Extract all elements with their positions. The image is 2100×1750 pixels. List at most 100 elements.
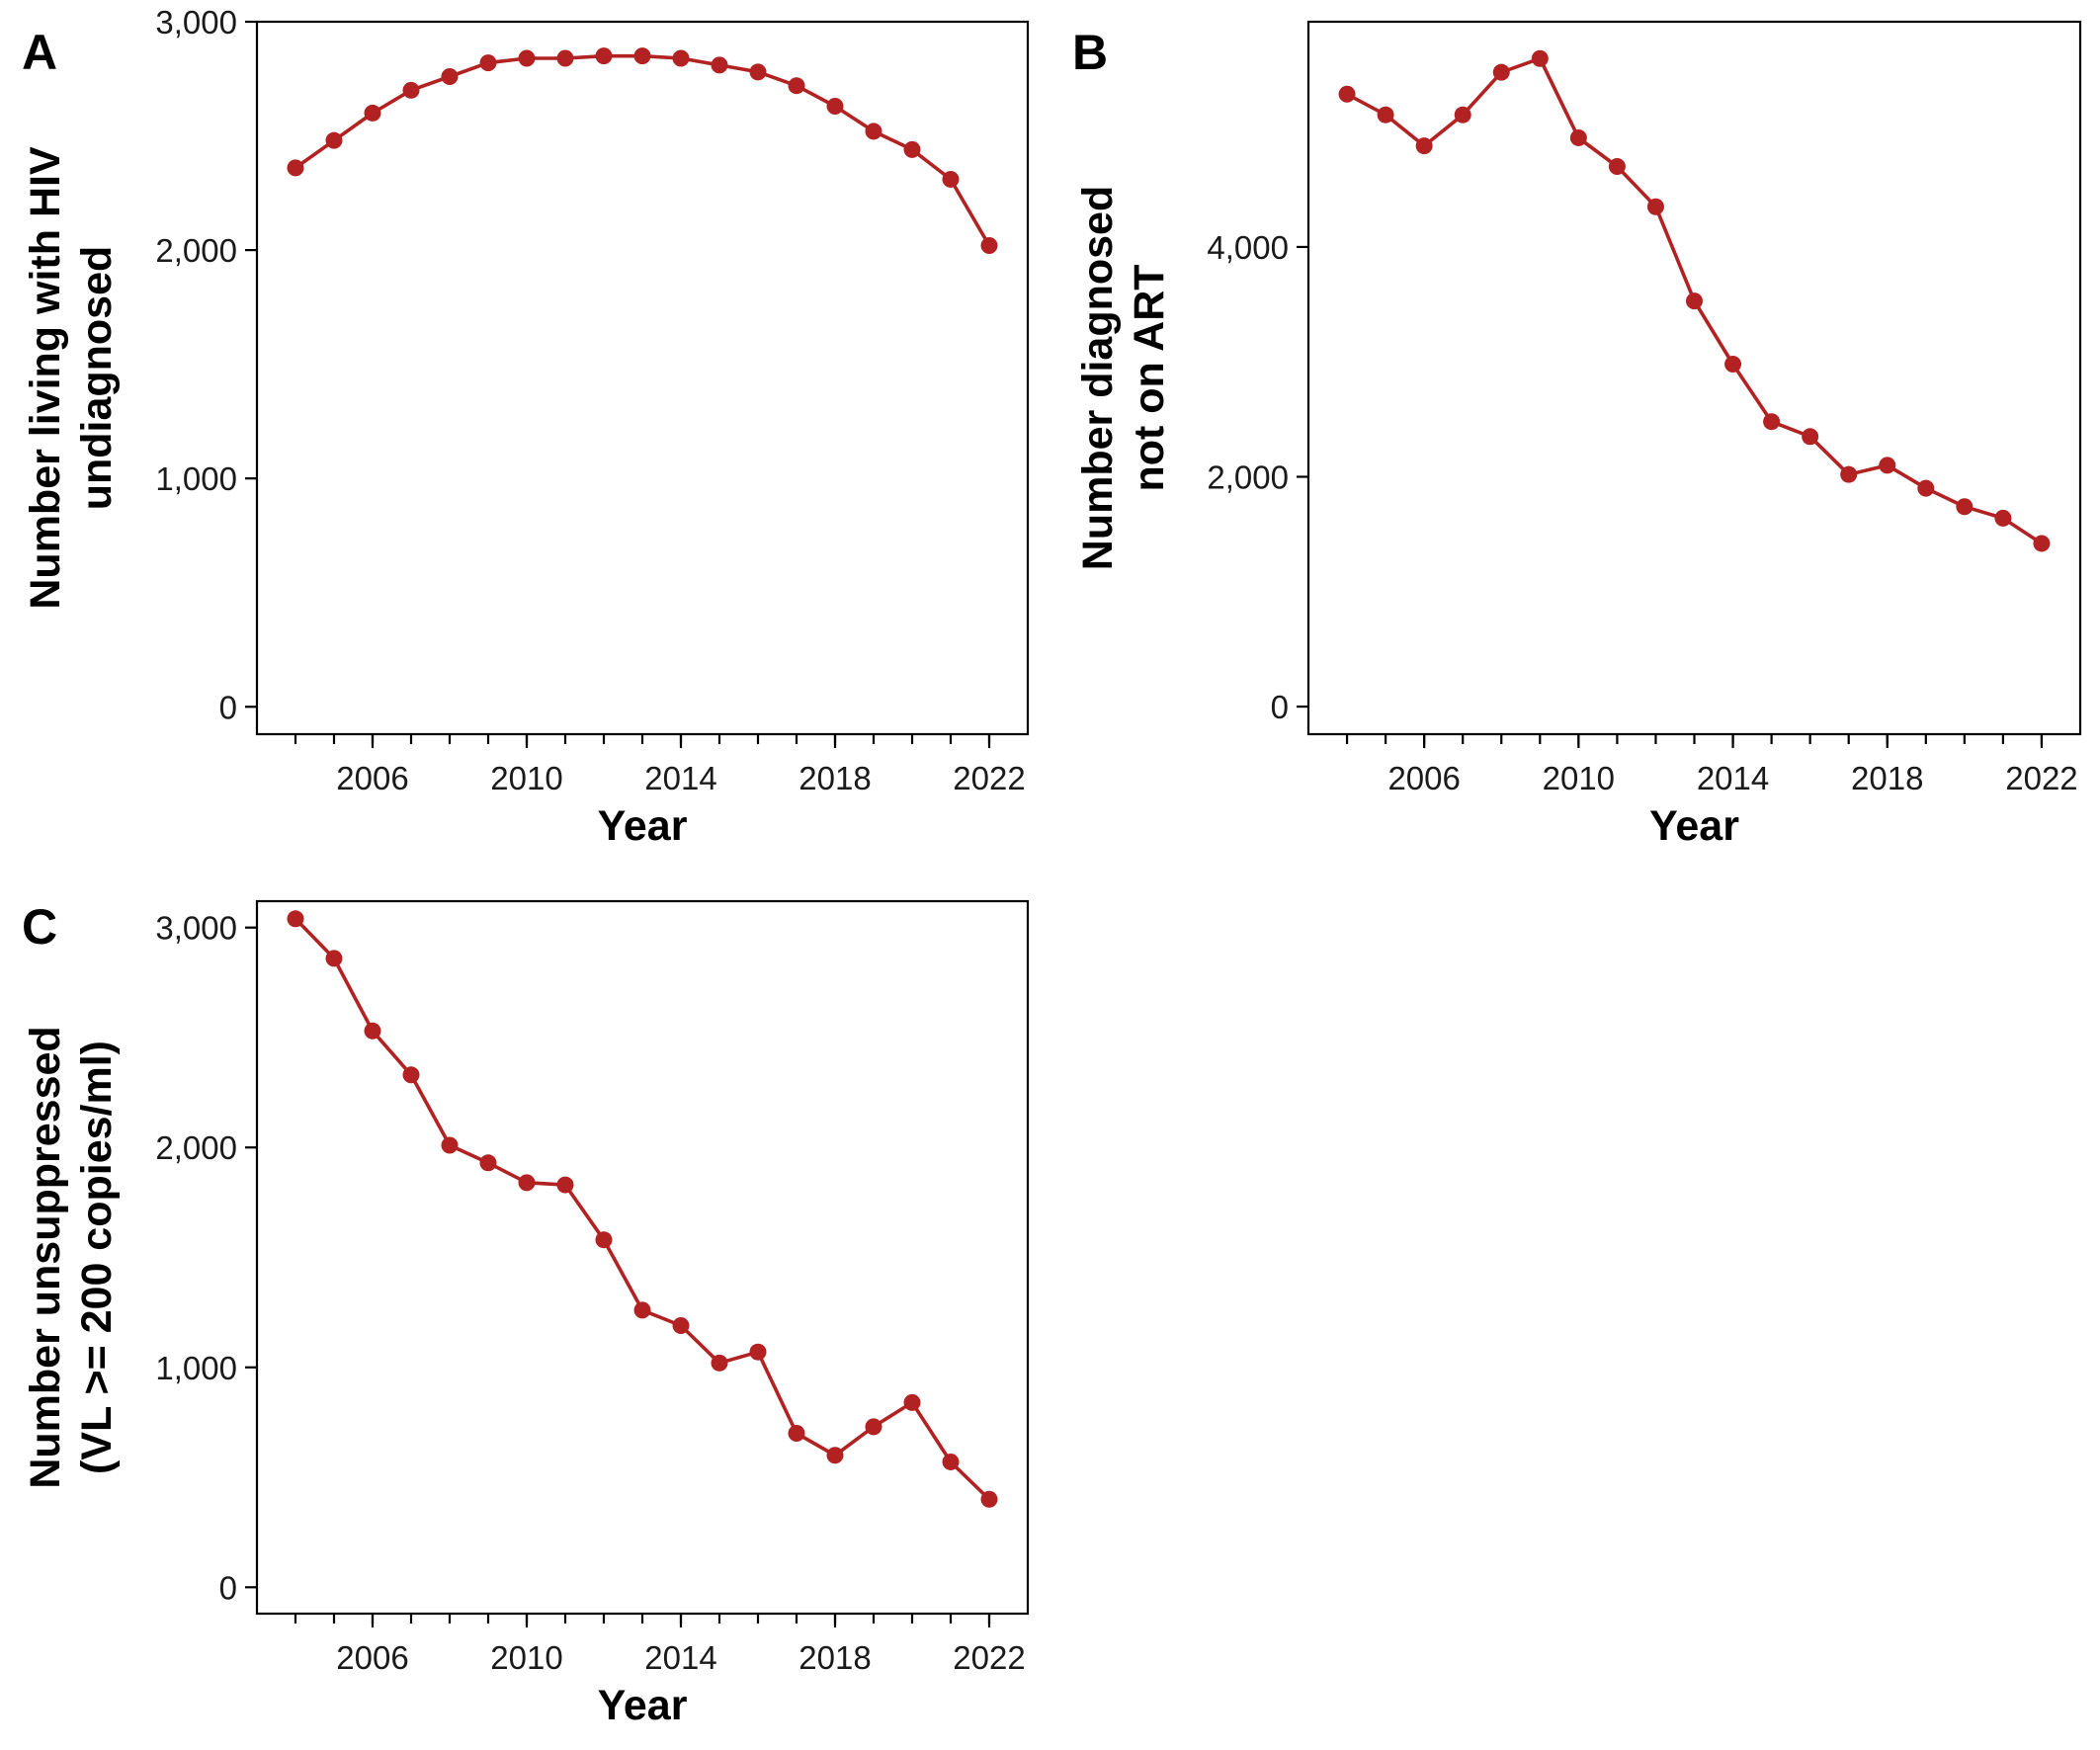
x-tick-label: 2014 bbox=[644, 1639, 716, 1676]
data-point bbox=[865, 1418, 882, 1436]
data-point bbox=[364, 104, 381, 122]
data-point bbox=[325, 950, 343, 967]
data-point bbox=[672, 49, 690, 67]
x-tick-label: 2010 bbox=[490, 760, 562, 796]
data-point bbox=[441, 1136, 459, 1154]
panel-label: B bbox=[1072, 25, 1108, 80]
data-point bbox=[633, 47, 651, 65]
data-point bbox=[942, 1453, 960, 1470]
y-axis-title: Number living with HIVundiagnosed bbox=[22, 146, 121, 610]
data-point bbox=[441, 67, 459, 85]
data-point bbox=[1646, 198, 1664, 215]
panel-a: 0 1,000 2,000 3,000 2006 2010 2014 2018 2022 Year… bbox=[22, 4, 1030, 850]
data-point bbox=[1531, 49, 1549, 67]
data-point bbox=[1492, 63, 1510, 81]
x-axis-title: Year bbox=[598, 802, 688, 850]
data-point bbox=[1686, 292, 1703, 310]
data-point bbox=[364, 1022, 381, 1040]
y-axis-title: Number diagnosednot on ART bbox=[1074, 186, 1173, 570]
x-tick-label: 2014 bbox=[644, 760, 716, 796]
data-point bbox=[980, 236, 998, 254]
y-tick-label: 3,000 bbox=[155, 4, 237, 41]
y-axis-title: Number unsuppressed(VL >= 200 copies/ml) bbox=[22, 1026, 121, 1488]
data-point bbox=[1763, 413, 1781, 431]
data-point bbox=[788, 77, 805, 95]
data-point bbox=[287, 910, 304, 928]
y-tick-label: 1,000 bbox=[155, 460, 237, 497]
panel-label: C bbox=[22, 899, 57, 955]
data-point bbox=[1802, 428, 1819, 446]
data-point bbox=[1956, 498, 1974, 516]
x-tick-label: 2006 bbox=[336, 1639, 408, 1676]
x-tick-label: 2014 bbox=[1697, 760, 1769, 796]
data-point bbox=[1879, 457, 1896, 474]
data-point bbox=[980, 1490, 998, 1508]
data-point bbox=[903, 1393, 921, 1411]
data-point bbox=[711, 56, 728, 74]
data-point bbox=[479, 54, 497, 72]
data-point bbox=[1569, 128, 1587, 146]
data-point bbox=[595, 1231, 613, 1249]
data-point bbox=[479, 1154, 497, 1172]
data-point bbox=[1377, 106, 1394, 124]
data-point bbox=[595, 47, 613, 65]
y-axis-title-line: undiagnosed bbox=[73, 246, 121, 511]
y-tick-label: 0 bbox=[219, 1569, 237, 1606]
y-tick-label: 0 bbox=[219, 689, 237, 725]
data-point bbox=[1415, 137, 1433, 155]
x-tick-label: 2018 bbox=[798, 1639, 871, 1676]
data-point bbox=[2033, 535, 2051, 552]
x-tick-label: 2022 bbox=[2005, 760, 2077, 796]
data-point bbox=[402, 81, 420, 99]
data-point bbox=[1724, 356, 1742, 374]
data-point bbox=[518, 49, 536, 67]
y-tick-label: 2,000 bbox=[1207, 459, 1289, 496]
data-point bbox=[1994, 509, 2012, 527]
panel-c: 0 1,000 2,000 3,000 2006 2010 2014 2018 2022 Year… bbox=[22, 899, 1030, 1729]
x-axis-title: Year bbox=[598, 1682, 688, 1729]
x-tick-label: 2010 bbox=[1543, 760, 1615, 796]
panel-b: 0 2,000 4,000 2006 2010 2014 2018 2022 Year Numbe… bbox=[1072, 20, 2082, 850]
data-point bbox=[788, 1425, 805, 1443]
x-tick-label: 2018 bbox=[1851, 760, 1923, 796]
y-tick-label: 1,000 bbox=[155, 1350, 237, 1386]
x-tick-label: 2010 bbox=[490, 1639, 562, 1676]
x-tick-label: 2006 bbox=[336, 760, 408, 796]
y-axis-title-line: Number living with HIV bbox=[22, 146, 69, 610]
x-tick-label: 2022 bbox=[953, 1639, 1025, 1676]
y-tick-label: 2,000 bbox=[155, 232, 237, 269]
data-point bbox=[672, 1316, 690, 1334]
x-tick-label: 2006 bbox=[1387, 760, 1460, 796]
data-point bbox=[518, 1174, 536, 1192]
data-point bbox=[402, 1066, 420, 1084]
data-point bbox=[826, 1447, 844, 1464]
data-point bbox=[903, 140, 921, 158]
data-point bbox=[942, 170, 960, 188]
data-point bbox=[633, 1301, 651, 1319]
data-point bbox=[1608, 158, 1626, 176]
y-tick-label: 0 bbox=[1271, 689, 1289, 725]
panels: 0 1,000 2,000 3,000 2006 2010 2014 2018 2022 Year… bbox=[22, 4, 2082, 1729]
data-point bbox=[1840, 465, 1858, 483]
y-tick-label: 4,000 bbox=[1207, 229, 1289, 266]
x-tick-label: 2018 bbox=[798, 760, 871, 796]
x-axis-title: Year bbox=[1649, 802, 1739, 850]
y-axis-title-line: (VL >= 200 copies/ml) bbox=[73, 1041, 121, 1474]
data-point bbox=[711, 1354, 728, 1372]
data-point bbox=[826, 98, 844, 116]
data-point bbox=[749, 63, 767, 81]
panel-label: A bbox=[22, 25, 57, 80]
data-point bbox=[287, 159, 304, 177]
data-point bbox=[749, 1343, 767, 1361]
data-point bbox=[1917, 479, 1935, 497]
y-axis-title-line: not on ART bbox=[1126, 264, 1173, 491]
data-point bbox=[1454, 106, 1471, 124]
data-point bbox=[556, 1176, 574, 1194]
data-point bbox=[865, 123, 882, 140]
y-axis-title-line: Number diagnosed bbox=[1074, 186, 1122, 570]
data-point bbox=[325, 131, 343, 149]
data-point bbox=[556, 49, 574, 67]
y-axis-title-line: Number unsuppressed bbox=[22, 1026, 69, 1488]
data-point bbox=[1338, 85, 1356, 103]
